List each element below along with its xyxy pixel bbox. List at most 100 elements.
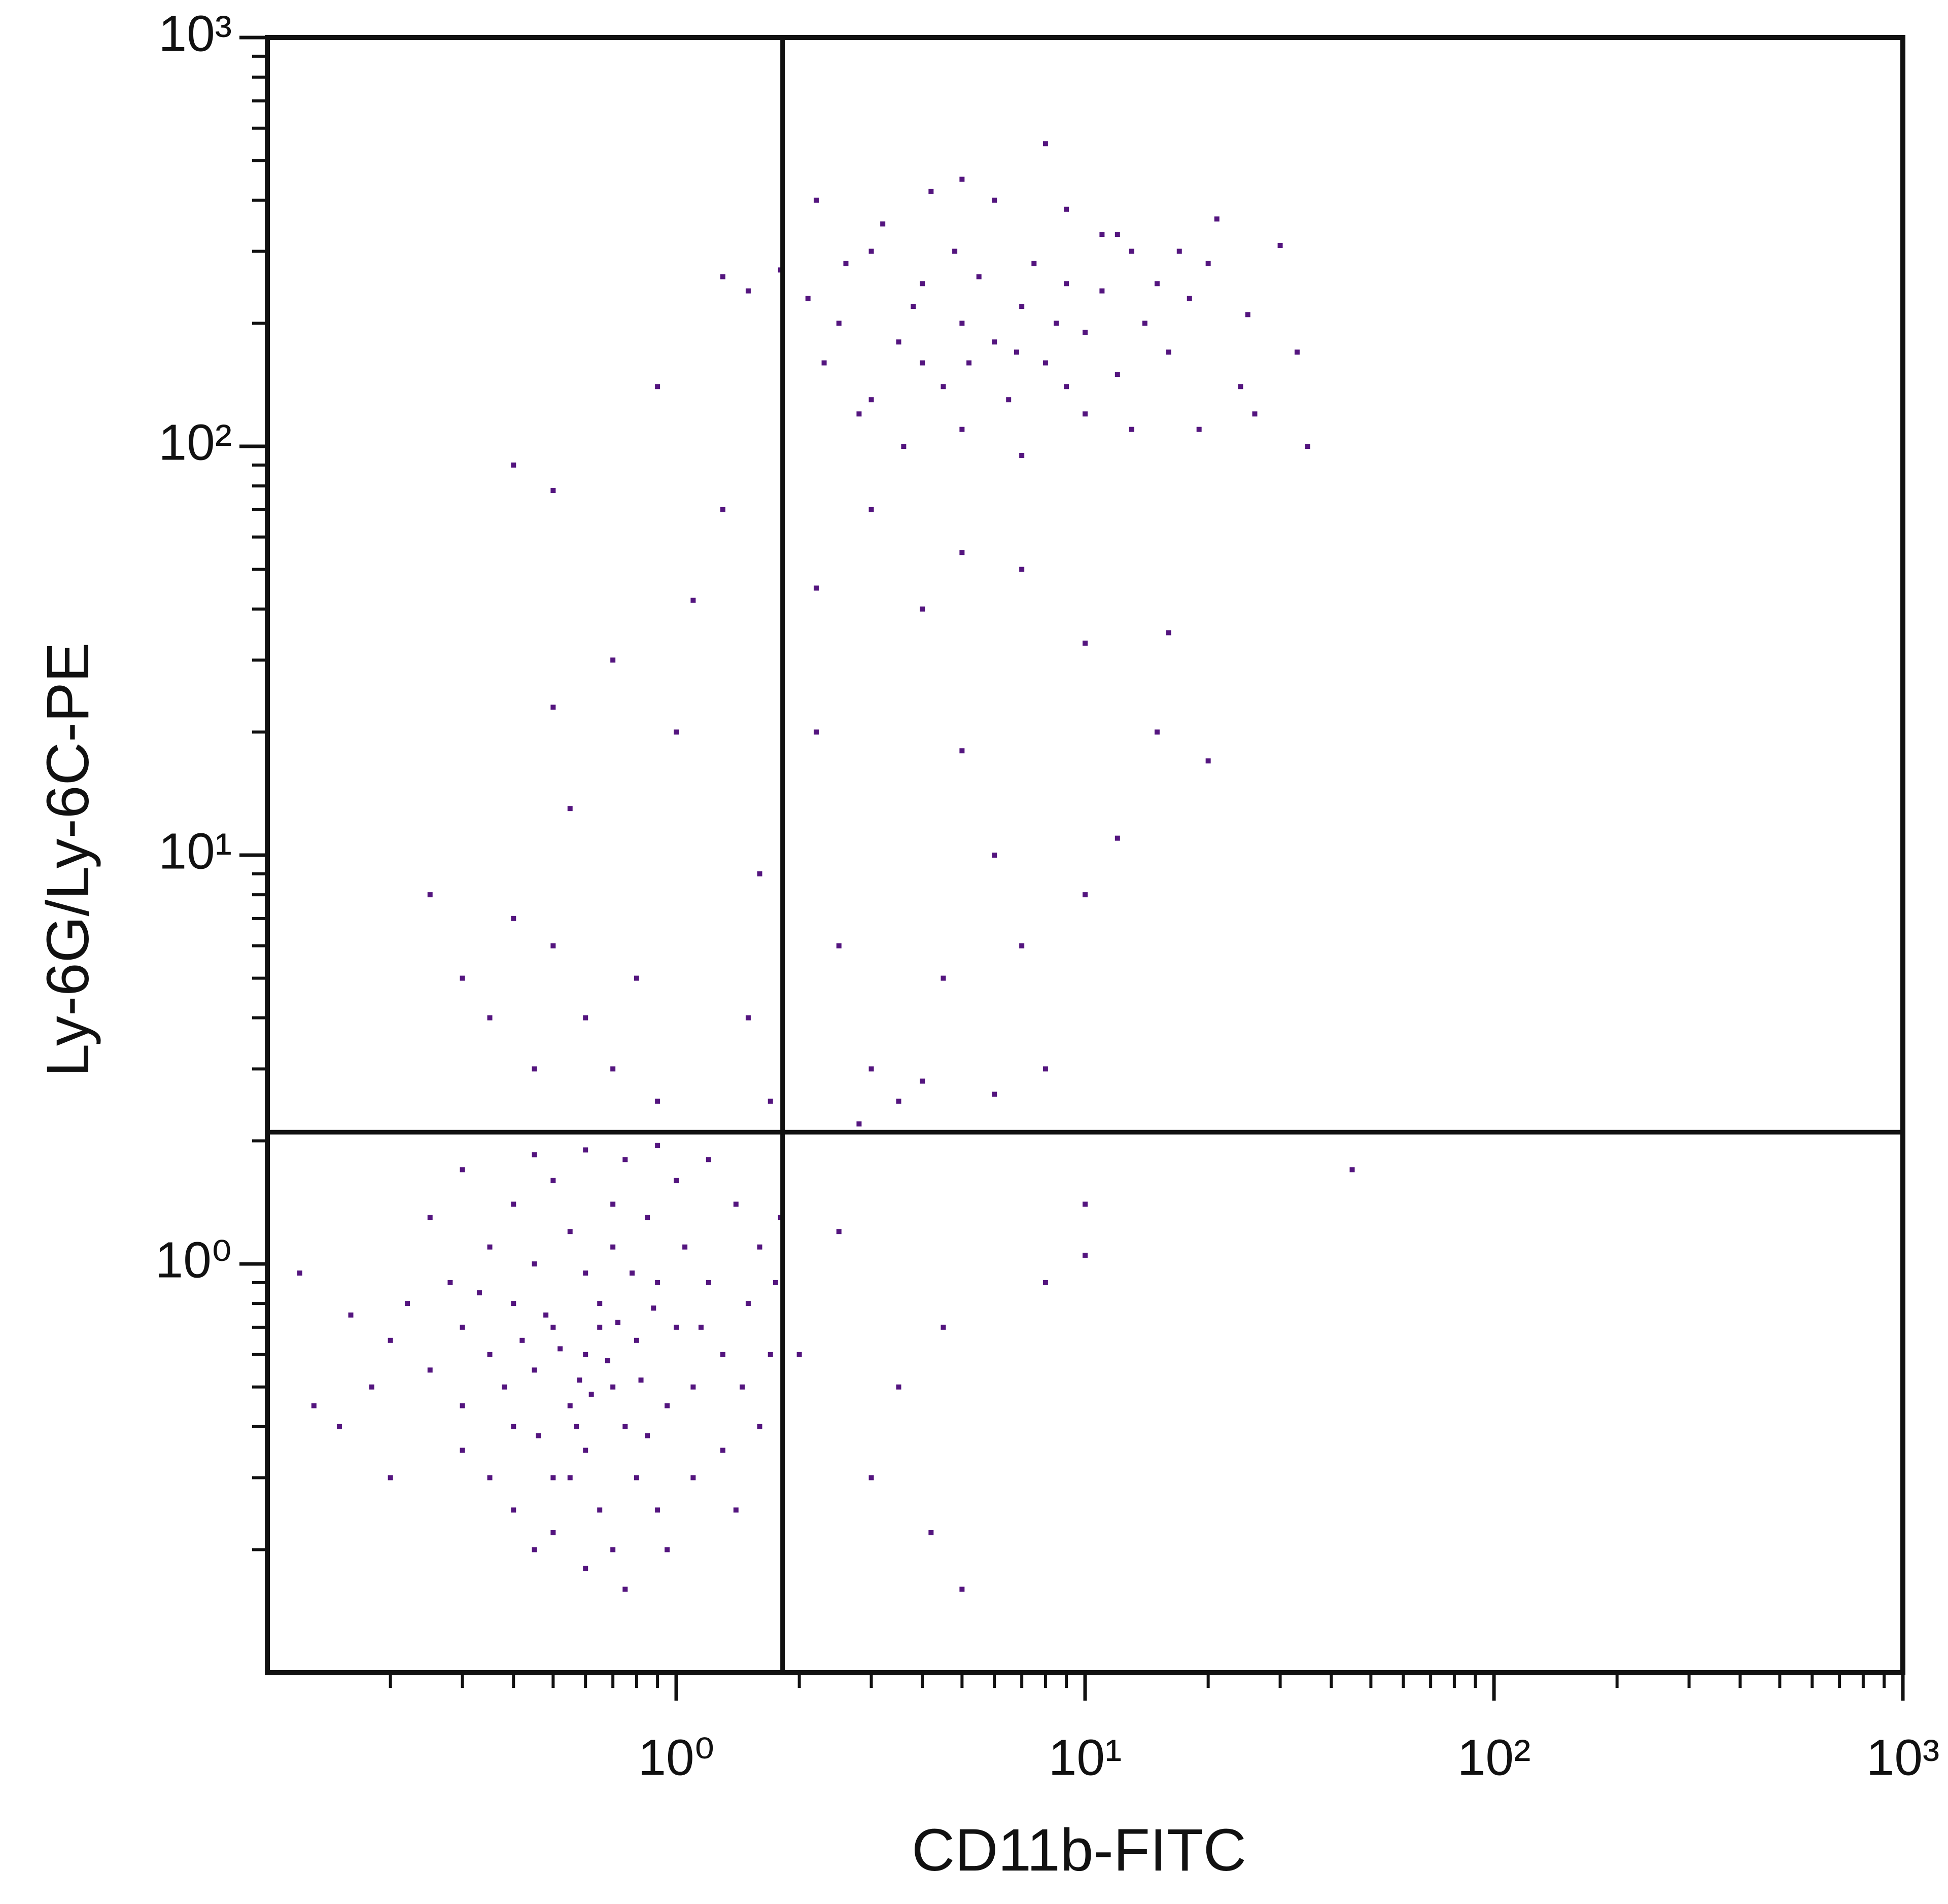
event-dot [1214, 216, 1220, 222]
event-dot [1042, 1280, 1048, 1285]
event-dot [336, 1424, 342, 1429]
event-dot [665, 1547, 670, 1553]
event-dot [720, 1352, 725, 1357]
event-dot [813, 729, 819, 735]
event-dot [813, 197, 819, 203]
event-dot [706, 1280, 711, 1285]
event-dot [655, 1099, 660, 1104]
event-dot [460, 1448, 465, 1453]
event-dot [1277, 242, 1283, 248]
event-dot [1294, 349, 1300, 355]
event-dot [1083, 411, 1088, 417]
event-dot [1166, 630, 1171, 636]
event-dot [720, 274, 725, 279]
event-dot [1176, 249, 1182, 254]
event-dot [558, 1346, 563, 1352]
x-axis-label: CD11b-FITC [912, 1817, 1246, 1884]
event-dot [1115, 372, 1120, 377]
event-dot [550, 704, 556, 710]
event-dot [836, 1229, 842, 1235]
event-dot [655, 1507, 660, 1513]
event-dot [630, 1270, 635, 1276]
event-dot [550, 943, 556, 948]
event-dot [896, 1099, 901, 1104]
event-dot [1019, 452, 1025, 458]
event-dot [928, 189, 934, 194]
event-dot [1014, 349, 1020, 355]
event-dot [757, 1424, 762, 1429]
event-dot [733, 1202, 739, 1207]
event-dot [920, 1078, 925, 1084]
event-dot [674, 729, 679, 735]
event-dot [550, 1324, 556, 1330]
event-dot [896, 339, 901, 345]
event-dot [821, 360, 827, 366]
event-dot [297, 1270, 302, 1276]
event-dot [868, 507, 874, 512]
event-dot [369, 1384, 374, 1390]
event-dot [1115, 835, 1120, 841]
event-dot [674, 1324, 679, 1330]
event-dot [511, 1202, 516, 1207]
event-dot [519, 1337, 525, 1343]
event-dot [460, 975, 465, 981]
event-dot [567, 1475, 573, 1480]
event-dot [745, 1301, 751, 1307]
event-dot [622, 1586, 628, 1592]
event-dot [460, 1324, 465, 1330]
x-tick-label: 10⁰ [638, 1729, 714, 1786]
event-dot [1083, 330, 1088, 335]
event-dot [610, 1202, 616, 1207]
event-dot [1083, 641, 1088, 646]
event-dot [992, 1091, 997, 1097]
event-dot [550, 1475, 556, 1480]
event-dot [583, 1352, 588, 1357]
event-dot [583, 1270, 588, 1276]
event-dot [532, 1152, 537, 1157]
event-dot [622, 1157, 628, 1162]
x-tick-label: 10² [1457, 1729, 1531, 1786]
y-tick-label: 10² [158, 414, 232, 471]
event-dot [655, 1280, 660, 1285]
event-dot [959, 748, 965, 754]
event-dot [856, 1121, 862, 1127]
event-dot [901, 444, 907, 449]
event-dot [1083, 1252, 1088, 1258]
event-dot [583, 1448, 588, 1453]
event-dot [1205, 261, 1211, 266]
event-dot [1252, 411, 1258, 417]
event-dot [610, 1384, 616, 1390]
event-dot [665, 1403, 670, 1408]
event-dot [740, 1384, 745, 1390]
event-dot [920, 360, 925, 366]
event-dot [1305, 444, 1310, 449]
event-dot [1129, 427, 1134, 432]
event-dot [634, 1337, 639, 1343]
event-dot [992, 853, 997, 858]
event-dot [920, 281, 925, 287]
event-dot [941, 1324, 946, 1330]
event-dot [1154, 729, 1160, 735]
event-dot [567, 1403, 573, 1408]
event-dot [976, 274, 982, 279]
event-dot [348, 1312, 354, 1318]
event-dot [388, 1475, 393, 1480]
event-dot [550, 487, 556, 493]
event-dot [1019, 567, 1025, 572]
event-dot [1196, 427, 1202, 432]
event-dot [952, 249, 958, 254]
event-dot [1031, 261, 1037, 266]
event-dot [1064, 281, 1069, 287]
event-dot [634, 1475, 639, 1480]
event-dot [487, 1015, 493, 1020]
event-dot [427, 892, 433, 898]
event-dot [1238, 384, 1243, 390]
event-dot [941, 384, 946, 390]
event-dot [645, 1215, 650, 1220]
event-dot [698, 1324, 704, 1330]
y-tick-label: 10¹ [158, 823, 232, 879]
event-dot [543, 1312, 549, 1318]
event-dot [868, 1066, 874, 1072]
plot-frame [265, 35, 1905, 1675]
